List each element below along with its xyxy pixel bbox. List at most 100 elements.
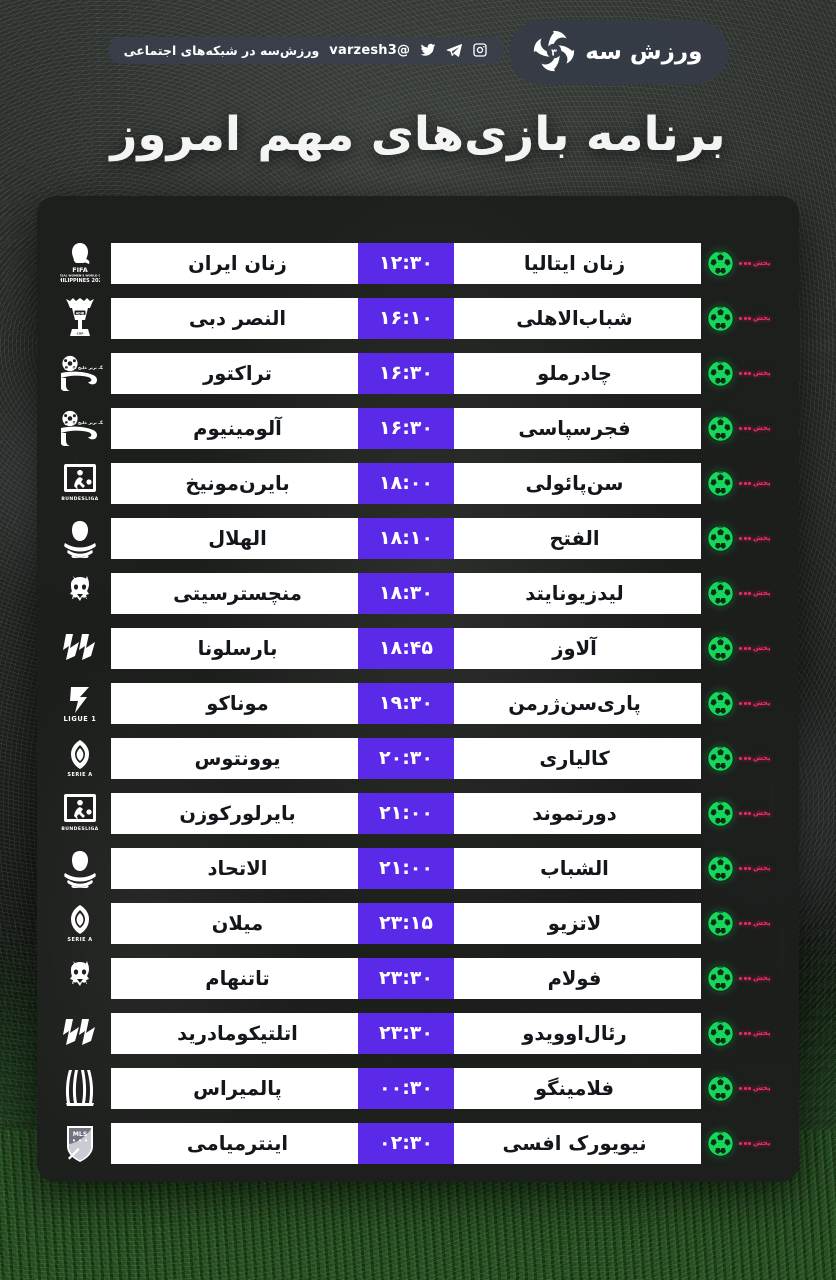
home-team-name: النصر دبی (188, 306, 287, 330)
match-strip[interactable]: سن‌پائولی ۱۸:۰۰ بایرن‌مونیخ (111, 462, 701, 504)
live-broadcast-badge[interactable]: پخش (739, 424, 789, 432)
match-strip[interactable]: زنان ایتالیا ۱۲:۳۰ زنان ایران (111, 242, 701, 284)
live-broadcast-badge[interactable]: پخش (739, 369, 789, 377)
svg-text:FUTSAL WOMEN'S WORLD CUP: FUTSAL WOMEN'S WORLD CUP (60, 274, 100, 278)
soccer-ball-icon[interactable] (701, 800, 739, 827)
soccer-ball-icon[interactable] (701, 580, 739, 607)
match-row-4[interactable]: پخش فجرسپاسی ۱۶:۳۰ آلومینیوم (37, 407, 799, 449)
loading-dots-icon (739, 756, 751, 760)
live-broadcast-badge[interactable]: پخش (739, 589, 789, 597)
soccer-ball-icon[interactable] (701, 525, 739, 552)
match-strip[interactable]: شباب‌الاهلی ۱۶:۱۰ النصر دبی (111, 297, 701, 339)
fifa-futsal-womens-world-cup-icon: FIFA FUTSAL WOMEN'S WORLD CUP PHILIPPINE… (49, 241, 111, 285)
match-time: ۱۸:۴۵ (358, 627, 454, 669)
soccer-ball-icon[interactable] (701, 1130, 739, 1157)
away-team-name: لیدزیونایتد (525, 581, 624, 605)
home-team-name: میلان (211, 911, 264, 935)
match-row-2[interactable]: پخش شباب‌الاهلی ۱۶:۱۰ النصر دبی (37, 297, 799, 339)
match-time: ۲۳:۱۵ (358, 902, 454, 944)
soccer-ball-icon[interactable] (701, 910, 739, 937)
soccer-ball-icon[interactable] (701, 965, 739, 992)
instagram-icon[interactable] (472, 42, 488, 58)
match-strip[interactable]: دورتموند ۲۱:۰۰ بایرلورکوزن (111, 792, 701, 834)
live-broadcast-badge[interactable]: پخش (739, 479, 789, 487)
away-team-name: دورتموند (532, 801, 617, 825)
match-row-13[interactable]: پخش لاتزیو ۲۳:۱۵ میلان (37, 902, 799, 944)
match-strip[interactable]: رئال‌اوویدو ۲۳:۳۰ اتلتیکومادرید (111, 1012, 701, 1054)
match-strip[interactable]: الفتح ۱۸:۱۰ الهلال (111, 517, 701, 559)
home-team-name: بارسلونا (197, 636, 278, 660)
match-row-8[interactable]: پخش آلاوز ۱۸:۴۵ بارسلونا (37, 626, 799, 670)
soccer-ball-icon[interactable] (701, 360, 739, 387)
live-broadcast-badge[interactable]: پخش (739, 314, 789, 322)
loading-dots-icon (739, 591, 751, 595)
match-row-17[interactable]: پخش نیویورک افسی ۰۲:۳۰ اینترمیامی (37, 1122, 799, 1164)
svg-text:۳: ۳ (551, 47, 557, 58)
match-row-10[interactable]: پخش کالیاری ۲۰:۳۰ یوونتوس (37, 737, 799, 779)
soccer-ball-icon[interactable] (701, 635, 739, 662)
soccer-ball-icon[interactable] (701, 855, 739, 882)
match-strip[interactable]: فولام ۲۳:۳۰ تاتنهام (111, 957, 701, 999)
live-broadcast-badge[interactable]: پخش (739, 644, 789, 652)
soccer-ball-icon[interactable] (701, 1020, 739, 1047)
live-broadcast-badge[interactable]: پخش (739, 1029, 789, 1037)
match-row-1[interactable]: پخش زنان ایتالیا ۱۲:۳۰ زنان ایران (37, 241, 799, 285)
laliga-icon (49, 626, 111, 670)
varzesh3-swirl-logo-icon: ۳ (531, 28, 577, 74)
match-row-5[interactable]: پخش سن‌پائولی ۱۸:۰۰ بایرن‌مونیخ (37, 462, 799, 504)
match-time: ۲۰:۳۰ (358, 737, 454, 779)
live-broadcast-badge[interactable]: پخش (739, 699, 789, 707)
live-broadcast-label: پخش (753, 644, 771, 653)
social-handle[interactable]: @varzesh3 (329, 42, 411, 58)
match-time: ۱۶:۳۰ (358, 407, 454, 449)
match-strip[interactable]: کالیاری ۲۰:۳۰ یوونتوس (111, 737, 701, 779)
live-broadcast-label: پخش (753, 534, 771, 543)
match-row-11[interactable]: پخش دورتموند ۲۱:۰۰ بایرلورکوزن (37, 792, 799, 834)
match-row-12[interactable]: پخش الشباب ۲۱:۰۰ الاتحاد (37, 847, 799, 889)
match-row-16[interactable]: پخش فلامینگو ۰۰:۳۰ پالمیراس (37, 1067, 799, 1109)
match-row-9[interactable]: پخش پاری‌سن‌ژرمن ۱۹:۳۰ موناکو (37, 682, 799, 724)
match-row-7[interactable]: پخش لیدزیونایتد ۱۸:۳۰ منچسترسیتی (37, 572, 799, 614)
live-broadcast-badge[interactable]: پخش (739, 919, 789, 927)
soccer-ball-icon[interactable] (701, 250, 739, 277)
live-broadcast-badge[interactable]: پخش (739, 754, 789, 762)
soccer-ball-icon[interactable] (701, 305, 739, 332)
match-row-6[interactable]: پخش الفتح ۱۸:۱۰ الهلال (37, 517, 799, 559)
soccer-ball-icon[interactable] (701, 415, 739, 442)
live-broadcast-badge[interactable]: پخش (739, 1084, 789, 1092)
live-broadcast-badge[interactable]: پخش (739, 1139, 789, 1147)
live-broadcast-badge[interactable]: پخش (739, 974, 789, 982)
match-strip[interactable]: فلامینگو ۰۰:۳۰ پالمیراس (111, 1067, 701, 1109)
svg-text:LIGUE 1: LIGUE 1 (63, 715, 96, 723)
live-broadcast-badge[interactable]: پخش (739, 864, 789, 872)
match-strip[interactable]: آلاوز ۱۸:۴۵ بارسلونا (111, 627, 701, 669)
live-broadcast-badge[interactable]: پخش (739, 259, 789, 267)
match-strip[interactable]: لاتزیو ۲۳:۱۵ میلان (111, 902, 701, 944)
match-strip[interactable]: الشباب ۲۱:۰۰ الاتحاد (111, 847, 701, 889)
match-strip[interactable]: نیویورک افسی ۰۲:۳۰ اینترمیامی (111, 1122, 701, 1164)
live-broadcast-badge[interactable]: پخش (739, 534, 789, 542)
twitter-icon[interactable] (420, 42, 436, 58)
loading-dots-icon (739, 921, 751, 925)
match-strip[interactable]: چادرملو ۱۶:۳۰ تراکتور (111, 352, 701, 394)
match-strip[interactable]: پاری‌سن‌ژرمن ۱۹:۳۰ موناکو (111, 682, 701, 724)
live-broadcast-label: پخش (753, 919, 771, 928)
soccer-ball-icon[interactable] (701, 745, 739, 772)
match-time: ۲۱:۰۰ (358, 792, 454, 834)
match-row-3[interactable]: پخش چادرملو ۱۶:۳۰ تراکتور (37, 352, 799, 394)
telegram-icon[interactable] (446, 42, 463, 58)
home-team-name: اینترمیامی (186, 1131, 289, 1155)
match-time: ۱۸:۱۰ (358, 517, 454, 559)
away-team-name: فجرسپاسی (518, 416, 631, 440)
soccer-ball-icon[interactable] (701, 470, 739, 497)
live-broadcast-label: پخش (753, 259, 771, 268)
live-broadcast-label: پخش (753, 864, 771, 873)
live-broadcast-badge[interactable]: پخش (739, 809, 789, 817)
match-row-15[interactable]: پخش رئال‌اوویدو ۲۳:۳۰ اتلتیکومادرید (37, 1012, 799, 1054)
match-strip[interactable]: لیدزیونایتد ۱۸:۳۰ منچسترسیتی (111, 572, 701, 614)
soccer-ball-icon[interactable] (701, 1075, 739, 1102)
match-strip[interactable]: فجرسپاسی ۱۶:۳۰ آلومینیوم (111, 407, 701, 449)
soccer-ball-icon[interactable] (701, 690, 739, 717)
match-row-14[interactable]: پخش فولام ۲۳:۳۰ تاتنهام (37, 957, 799, 999)
live-broadcast-label: پخش (753, 424, 771, 433)
